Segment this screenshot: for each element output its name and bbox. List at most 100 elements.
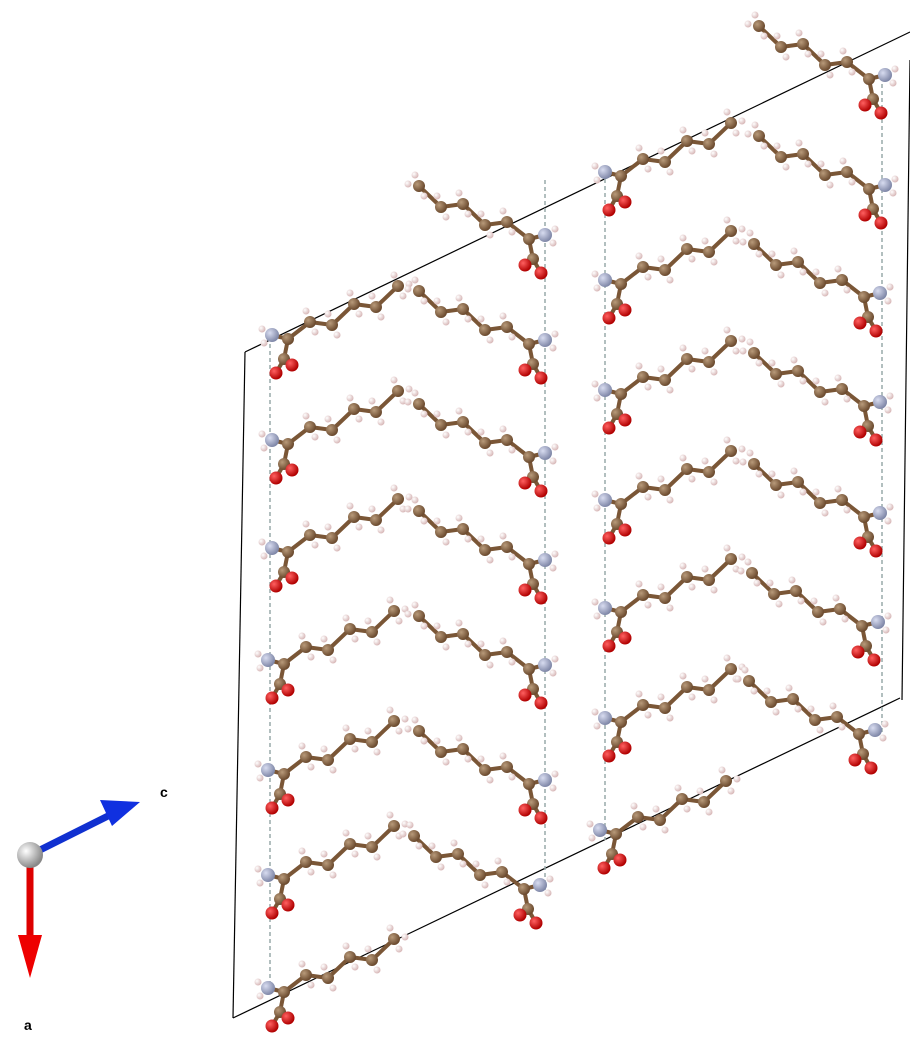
atom-h: [739, 118, 746, 125]
atom-o: [519, 259, 532, 272]
atom-h: [724, 545, 731, 552]
atom-h: [592, 491, 599, 498]
atom-h: [827, 72, 834, 79]
atom-h: [805, 51, 812, 58]
atom-h: [813, 269, 820, 276]
atom-h: [587, 821, 594, 828]
atom-h: [325, 416, 332, 423]
atom-h: [885, 298, 892, 305]
atom-c: [858, 511, 870, 523]
atom-c: [523, 778, 535, 790]
atom-c: [479, 649, 491, 661]
atom-c: [681, 243, 693, 255]
atom-h: [769, 471, 776, 478]
atom-h: [800, 269, 807, 276]
atom-c: [474, 869, 486, 881]
atom-h: [321, 746, 328, 753]
atom-h: [456, 295, 463, 302]
axis-label-a: a: [24, 1017, 32, 1033]
atom-c: [278, 768, 290, 780]
atom-h: [796, 140, 803, 147]
molecule: [255, 925, 409, 1033]
atom-h: [645, 712, 652, 719]
atom-c: [637, 589, 649, 601]
atom-n: [261, 763, 275, 777]
atom-n: [878, 68, 892, 82]
atom-n: [598, 273, 612, 287]
atom-n: [871, 615, 885, 629]
atom-h: [764, 688, 771, 695]
atom-h: [405, 506, 412, 513]
atom-h: [378, 314, 385, 321]
atom-h: [299, 848, 306, 855]
atom-h: [594, 285, 601, 292]
atom-c: [348, 511, 360, 523]
atom-h: [724, 655, 731, 662]
atom-h: [689, 366, 696, 373]
atom-c: [615, 498, 627, 510]
atom-h: [261, 445, 268, 452]
atom-h: [347, 395, 354, 402]
atom-h: [257, 880, 264, 887]
atom-h: [443, 319, 450, 326]
atom-c: [637, 261, 649, 273]
atom-h: [421, 298, 428, 305]
atom-h: [880, 735, 887, 742]
atom-h: [658, 694, 665, 701]
atom-h: [822, 399, 829, 406]
atom-c: [348, 403, 360, 415]
atom-h: [890, 80, 897, 87]
atom-c: [765, 696, 777, 708]
atom-h: [702, 130, 709, 137]
atom-o: [619, 524, 632, 537]
atom-h: [321, 851, 328, 858]
atom-c: [457, 628, 469, 640]
molecule: [259, 272, 413, 380]
atom-h: [303, 308, 310, 315]
atom-h: [840, 48, 847, 55]
atom-c: [366, 736, 378, 748]
atom-h: [374, 639, 381, 646]
atom-h: [308, 764, 315, 771]
atom-n: [538, 446, 552, 460]
atom-h: [711, 259, 718, 266]
atom-c: [523, 233, 535, 245]
atom-o: [270, 580, 283, 593]
atom-h: [347, 503, 354, 510]
atom-h: [550, 670, 557, 677]
atom-h: [456, 735, 463, 742]
atom-h: [487, 450, 494, 457]
atom-c: [278, 986, 290, 998]
atom-c: [457, 198, 469, 210]
atom-o: [266, 907, 279, 920]
atom-h: [734, 776, 741, 783]
atom-h: [756, 360, 763, 367]
atom-h: [833, 595, 840, 602]
atom-h: [887, 284, 894, 291]
atom-h: [761, 33, 768, 40]
atom-c: [392, 493, 404, 505]
atom-c: [457, 743, 469, 755]
atom-c: [748, 458, 760, 470]
atom-h: [482, 882, 489, 889]
atom-c: [748, 347, 760, 359]
atom-c: [725, 663, 737, 675]
atom-h: [552, 331, 559, 338]
atom-h: [658, 476, 665, 483]
atom-n: [265, 541, 279, 555]
atom-h: [751, 688, 758, 695]
atom-h: [791, 357, 798, 364]
molecule: [405, 390, 559, 498]
molecule: [738, 559, 892, 667]
atom-c: [479, 764, 491, 776]
atom-c: [388, 820, 400, 832]
atom-c: [496, 866, 508, 878]
atom-o: [603, 422, 616, 435]
atom-c: [703, 574, 715, 586]
atom-h: [465, 536, 472, 543]
atom-h: [259, 431, 266, 438]
atom-h: [391, 272, 398, 279]
unit-cell: [233, 32, 910, 1018]
atom-o: [859, 209, 872, 222]
atom-c: [659, 484, 671, 496]
